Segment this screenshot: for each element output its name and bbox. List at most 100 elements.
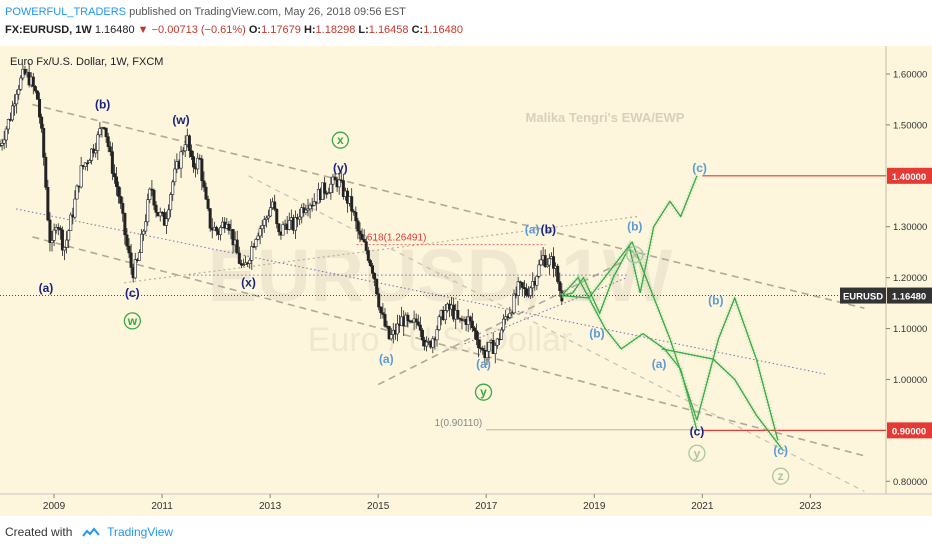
candle-body-208 (431, 338, 435, 348)
wave-label-circle-3 (123, 312, 142, 330)
wave-label-2: (c) (125, 286, 140, 300)
wave-labels: (a)(b)(c)w(w)(x)x(y)(a) (a)y(a) (b) (b)x(b)… (39, 98, 790, 485)
candle-body-211 (437, 316, 441, 330)
candle-body-69 (142, 230, 146, 235)
candle-body-54 (110, 151, 114, 174)
candle-body-123 (254, 239, 258, 248)
wave-label-3: w (127, 314, 138, 328)
candle-body-202 (418, 324, 422, 331)
candle-body-177 (366, 250, 370, 261)
current-price-marker: EURUSD 1.16480 (0, 287, 932, 304)
candle-body-88 (181, 150, 185, 153)
time-tick-label-1: 2011 (151, 501, 173, 512)
candle-body-183 (379, 306, 383, 314)
price-level-label-0: 1.40000 (892, 172, 926, 183)
wave-label-circle-20 (688, 444, 706, 462)
wave-label-19: (c) (690, 424, 705, 438)
projection-path-4 (661, 348, 784, 452)
candle-body-2 (2, 139, 6, 144)
candle-body-221 (458, 317, 462, 320)
candle-body-33 (67, 230, 71, 241)
candle-body-191 (395, 323, 399, 335)
wave-label-circle-14 (626, 246, 644, 264)
price-chart[interactable]: EURUSD, 1W Euro / U.S. Dollar Euro Fx/U.… (0, 46, 932, 516)
candle-body-179 (370, 265, 374, 274)
time-axis-background (0, 495, 932, 516)
candle-body-176 (364, 241, 368, 251)
candle-body-89 (183, 144, 187, 152)
candle-body-60 (123, 213, 127, 236)
publisher-line: POWERFUL_TRADERS published on TradingVie… (5, 6, 406, 18)
candle-body-187 (387, 326, 391, 340)
candle-body-263 (545, 264, 549, 267)
candle-body-77 (158, 211, 162, 217)
candle-body-74 (152, 189, 156, 206)
candle-body-255 (529, 287, 533, 296)
wave-label-circle-6 (331, 131, 350, 149)
candle-body-114 (235, 239, 239, 254)
candle-body-126 (260, 225, 264, 230)
price-axis-background (886, 46, 932, 494)
candle-body-188 (389, 334, 393, 340)
wave-label-11: (a) (525, 222, 540, 236)
candle-body-228 (472, 327, 476, 332)
chart-background (0, 46, 886, 494)
candle-body-0 (0, 144, 2, 147)
candle-body-165 (341, 180, 345, 197)
candle-body-117 (241, 264, 245, 266)
wave-label-16: (a) (652, 357, 667, 371)
wave-label-12: (b) (541, 222, 556, 236)
candle-body-83 (171, 181, 175, 195)
wave-label-17: (c) (692, 161, 707, 175)
candle-body-39 (79, 165, 83, 188)
candle-body-43 (87, 160, 91, 164)
candle-body-106 (219, 227, 223, 235)
candle-body-55 (112, 173, 116, 178)
candle-body-230 (477, 339, 481, 349)
candle-body-16 (31, 76, 35, 87)
created-with-text: Created with (5, 525, 73, 539)
candle-body-10 (19, 77, 23, 90)
candle-body-121 (250, 246, 254, 261)
candle-body-115 (237, 252, 241, 264)
candle-body-34 (69, 214, 73, 231)
fib-label-1: 1(0.90110) (435, 418, 483, 429)
candle-body-210 (435, 329, 439, 341)
candle-body-84 (173, 168, 177, 183)
down-arrow-icon: ▼ (137, 24, 149, 36)
candle-body-7 (13, 103, 17, 107)
price-axis: 1.60000 1.50000 1.30000 1.20000 1.10000 1.000… (886, 70, 927, 488)
channel-line-0 (32, 103, 865, 309)
wave-label-13: (b) (627, 220, 642, 234)
candle-body-185 (383, 314, 387, 327)
candle-body-266 (552, 256, 556, 269)
purple-line-2 (464, 277, 627, 345)
candle-body-169 (350, 196, 354, 212)
time-tick-label-5: 2019 (583, 501, 606, 512)
candle-body-67 (137, 252, 141, 261)
fibonacci-levels: 0.618(1.26491) 1(0.90110) (356, 233, 703, 431)
candle-body-269 (558, 281, 562, 292)
price-level-lines: 1.40000 0.90000 (702, 167, 932, 439)
tradingview-brand-link[interactable]: TradingView (107, 525, 174, 539)
chart-container[interactable]: EURUSD, 1W Euro / U.S. Dollar Euro Fx/U.… (0, 46, 932, 516)
candle-body-226 (468, 316, 472, 322)
wave-label-7: (y) (333, 161, 348, 175)
candle-body-9 (17, 88, 21, 95)
candle-body-173 (358, 230, 362, 235)
candle-body-196 (406, 314, 410, 322)
candle-body-129 (266, 215, 270, 219)
published-text: published on TradingView.com, May 26, 20… (129, 6, 406, 18)
candle-body-32 (65, 239, 69, 248)
candle-body-22 (44, 156, 48, 188)
author-link[interactable]: POWERFUL_TRADERS (5, 6, 127, 18)
candle-body-97 (200, 158, 204, 182)
candle-body-133 (275, 208, 279, 225)
candle-body-175 (362, 239, 366, 243)
projection-path-1 (561, 276, 698, 431)
candle-body-238 (493, 345, 497, 354)
wave-label-15: (b) (589, 327, 604, 341)
candle-body-251 (520, 282, 524, 288)
candle-body-8 (15, 93, 19, 105)
channel-line-3 (377, 261, 622, 386)
